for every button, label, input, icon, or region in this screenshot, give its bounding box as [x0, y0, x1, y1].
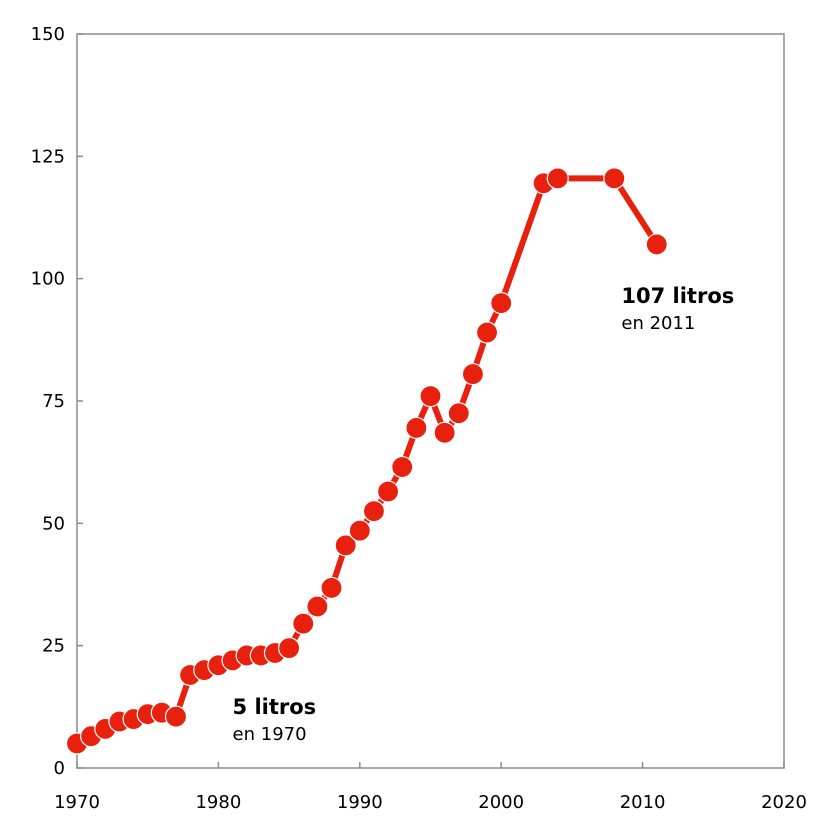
data-point — [546, 167, 569, 190]
y-tick-label: 50 — [42, 513, 65, 534]
data-point — [391, 455, 414, 479]
data-point — [320, 576, 343, 600]
annotation-title: 5 litros — [233, 695, 317, 719]
data-point — [362, 500, 386, 523]
x-tick-label: 1980 — [195, 792, 241, 813]
data-point — [292, 612, 315, 635]
y-tick-label: 75 — [42, 391, 65, 412]
y-tick-label: 125 — [31, 146, 65, 167]
data-point — [447, 402, 470, 425]
data-point — [405, 416, 428, 440]
data-point — [433, 421, 456, 444]
y-axis: 0 25 50 75 100 125 150 — [31, 24, 83, 779]
x-tick-label: 1970 — [54, 792, 100, 813]
data-point — [376, 480, 400, 503]
data-point — [645, 233, 668, 256]
data-point — [334, 534, 357, 557]
x-tick-label: 1990 — [337, 792, 383, 813]
annotation-subtitle: en 2011 — [621, 313, 695, 334]
x-tick-label: 2020 — [761, 792, 807, 813]
y-tick-label: 150 — [31, 24, 65, 45]
y-tick-label: 0 — [54, 758, 65, 779]
x-axis: 1970 1980 1990 2000 2010 2020 — [54, 762, 807, 813]
data-point — [164, 705, 188, 728]
data-point — [490, 292, 513, 315]
y-tick-label: 25 — [42, 636, 65, 657]
annotations-layer: 5 litros en 1970 107 litros en 2011 — [233, 284, 735, 745]
data-point — [603, 167, 626, 190]
data-point — [348, 519, 371, 542]
x-tick-label: 2010 — [620, 792, 666, 813]
points-layer — [65, 167, 668, 755]
annotation-subtitle: en 1970 — [233, 724, 307, 745]
data-point — [461, 362, 485, 386]
data-point — [278, 637, 301, 660]
annotation-title: 107 litros — [621, 284, 734, 308]
data-point — [306, 595, 329, 618]
x-tick-label: 2000 — [478, 792, 524, 813]
data-point — [475, 321, 499, 344]
data-point — [419, 385, 442, 408]
series-line — [74, 175, 660, 747]
y-tick-label: 100 — [31, 269, 65, 290]
series-layer — [74, 175, 660, 747]
